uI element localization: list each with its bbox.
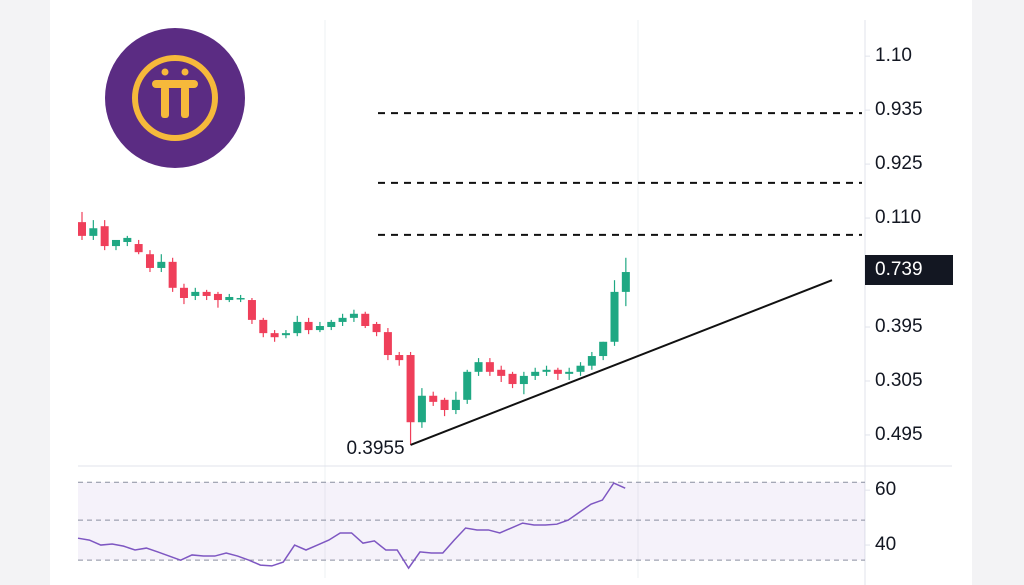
candle-body — [236, 297, 245, 300]
candle-body — [406, 355, 415, 423]
candle-body — [542, 369, 551, 372]
candle-body — [587, 356, 596, 366]
last-price-label: 0.739 — [875, 259, 923, 280]
y-tick-label: 1.10 — [875, 45, 912, 66]
candle-body — [304, 321, 313, 331]
candle-body — [610, 291, 619, 342]
candle-body — [599, 341, 608, 357]
candle-body — [157, 261, 166, 268]
y-tick-label: 0.305 — [875, 370, 923, 391]
rsi-line — [77, 482, 626, 570]
candle-body — [338, 317, 347, 322]
candle-body — [123, 237, 132, 242]
candle-body — [508, 373, 517, 385]
candle-body — [78, 222, 86, 236]
y-tick-label: 0.110 — [875, 207, 921, 228]
candle-body — [531, 371, 540, 376]
candle-body — [565, 371, 574, 374]
candle-body — [213, 293, 222, 301]
candle-body — [429, 395, 438, 402]
candle-body — [451, 399, 460, 411]
candle-body — [202, 291, 211, 296]
candle-body — [349, 313, 358, 318]
candle-body — [519, 375, 528, 385]
candle-body — [440, 399, 449, 411]
candle-body — [259, 319, 268, 334]
candle-body — [168, 261, 177, 288]
candle-body — [247, 300, 256, 320]
candle-body — [497, 369, 506, 376]
candle-body — [383, 332, 392, 356]
candle-body — [621, 272, 630, 292]
rsi-tick-label: 40 — [875, 534, 896, 555]
candle-body — [417, 395, 426, 423]
candle-body — [89, 228, 98, 236]
candle-body — [361, 313, 370, 327]
candle-body — [281, 333, 290, 336]
candle-body — [315, 326, 324, 331]
y-tick-label: 0.925 — [875, 153, 923, 174]
candle-body — [474, 362, 483, 372]
candle-body — [111, 239, 120, 247]
candle-body — [485, 362, 494, 372]
candle-body — [134, 244, 143, 253]
rsi-tick-label: 60 — [875, 479, 896, 500]
candle-body — [395, 355, 404, 361]
candle-body — [293, 321, 302, 334]
candle-body — [191, 291, 200, 296]
candle-body — [576, 365, 585, 372]
rsi-band — [78, 482, 865, 561]
candle-body — [145, 254, 154, 268]
candle-body — [553, 369, 562, 374]
y-tick-label: 0.495 — [875, 424, 923, 445]
candle-body — [225, 296, 234, 301]
candle-body — [327, 321, 336, 328]
last-price-tag — [865, 254, 953, 285]
low-label: 0.3955 — [346, 438, 404, 459]
candle-body — [179, 287, 188, 298]
y-tick-label: 0.395 — [875, 316, 923, 337]
candle-body — [270, 333, 279, 338]
candle-body — [100, 226, 109, 247]
logo — [105, 28, 245, 168]
y-tick-label: 0.935 — [875, 99, 923, 120]
candle-body — [463, 371, 472, 400]
trendline — [410, 279, 833, 446]
candle-body — [372, 323, 381, 333]
